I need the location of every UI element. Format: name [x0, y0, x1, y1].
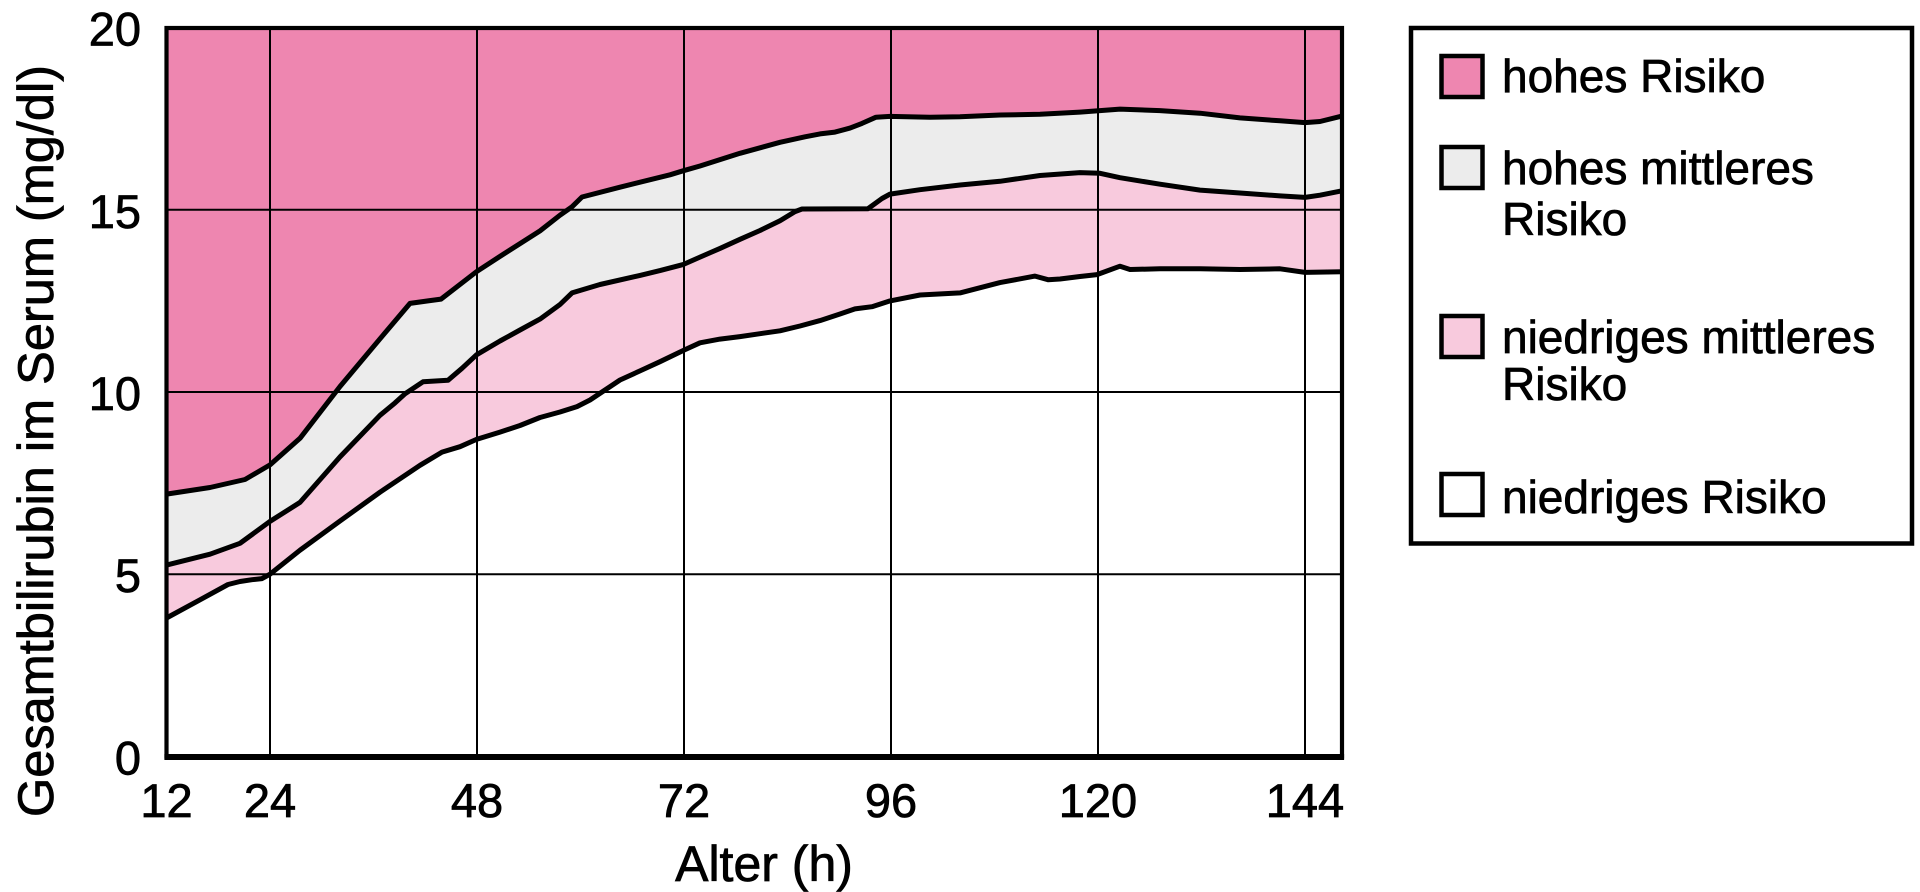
svg-text:15: 15: [89, 185, 141, 238]
svg-text:120: 120: [1059, 774, 1137, 827]
svg-text:0: 0: [115, 732, 141, 785]
svg-text:5: 5: [115, 549, 141, 602]
svg-text:24: 24: [244, 774, 296, 827]
svg-text:20: 20: [89, 3, 141, 56]
svg-text:Risiko: Risiko: [1502, 193, 1627, 245]
svg-text:12: 12: [140, 774, 192, 827]
svg-text:96: 96: [865, 774, 917, 827]
svg-text:Gesamtbilirubin im Serum (mg/d: Gesamtbilirubin im Serum (mg/dl): [7, 65, 64, 817]
svg-text:48: 48: [451, 774, 503, 827]
svg-text:144: 144: [1266, 774, 1344, 827]
svg-text:niedriges mittleres: niedriges mittleres: [1502, 311, 1875, 363]
svg-text:72: 72: [658, 774, 710, 827]
svg-text:niedriges Risiko: niedriges Risiko: [1502, 471, 1827, 523]
svg-text:Alter (h): Alter (h): [675, 836, 853, 892]
svg-text:hohes Risiko: hohes Risiko: [1502, 50, 1765, 102]
svg-text:Risiko: Risiko: [1502, 358, 1627, 410]
svg-text:hohes mittleres: hohes mittleres: [1502, 142, 1814, 194]
svg-text:10: 10: [89, 367, 141, 420]
